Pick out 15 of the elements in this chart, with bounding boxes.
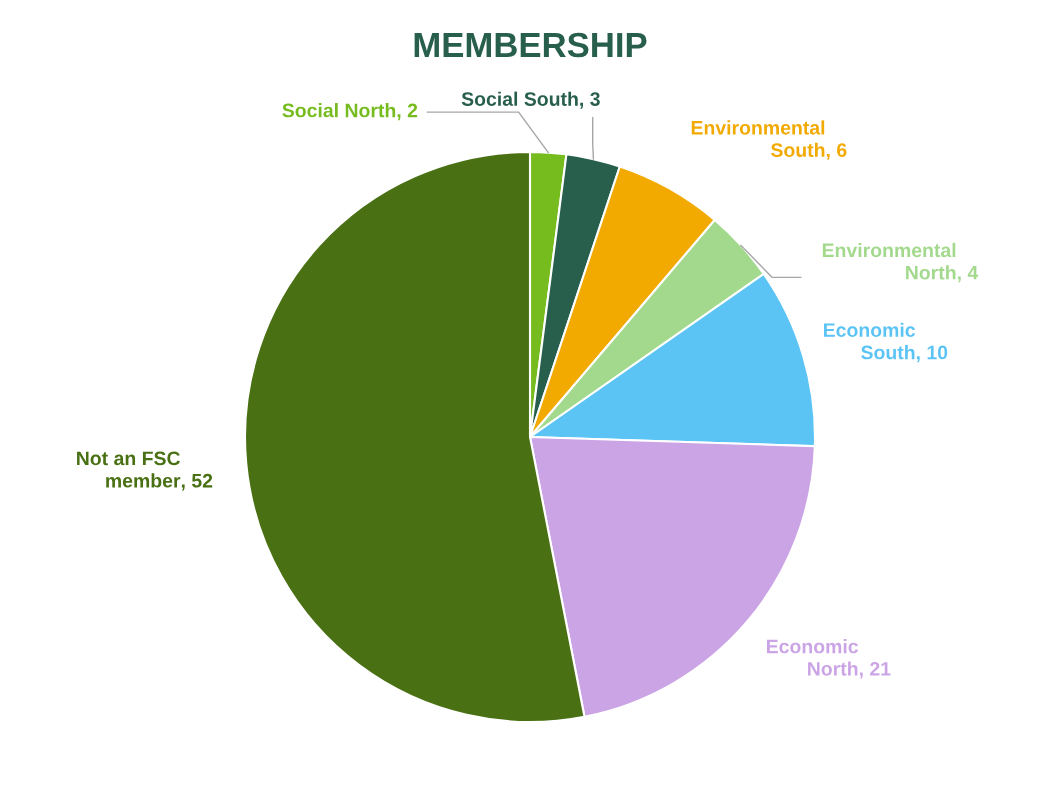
data-label: , 52 <box>181 473 213 491</box>
data-label: , 10 <box>916 345 948 363</box>
slice-label: Not an FSC member <box>77 451 181 488</box>
data-label: , 2 <box>397 103 418 121</box>
data-label: , 4 <box>957 265 979 283</box>
slice-label: Environmental North <box>822 242 956 280</box>
slice-label: Economic North <box>766 639 859 676</box>
data-label: , 3 <box>580 92 600 109</box>
slice-label: Social North <box>282 103 396 118</box>
data-label: , 6 <box>826 143 847 160</box>
slice-label: Social South <box>461 91 578 106</box>
chart-title: MEMBERSHIP <box>414 32 647 58</box>
slice-label: Economic South <box>823 322 916 360</box>
data-label: , 21 <box>859 661 891 679</box>
slice-label: Environmental South <box>691 120 825 157</box>
